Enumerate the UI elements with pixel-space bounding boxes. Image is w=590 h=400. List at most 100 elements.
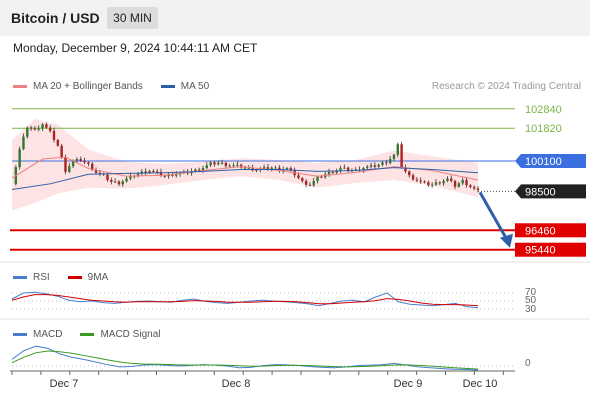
candle-body: [453, 180, 457, 187]
candle-body: [159, 171, 163, 176]
legend-bollinger-label: MA 20 + Bollinger Bands: [33, 81, 143, 92]
candle-body: [75, 159, 79, 161]
candle-body: [434, 182, 438, 185]
page-title: Bitcoin / USD: [11, 10, 100, 26]
x-tick-label: Dec 7: [50, 378, 79, 390]
candle-body: [129, 175, 132, 179]
level-96460-label: 96460: [525, 225, 556, 237]
copyright-notice: Research © 2024 Trading Central: [431, 81, 581, 92]
candle-body: [60, 145, 63, 158]
candle-body: [289, 168, 293, 170]
candle-body: [117, 181, 121, 185]
rsi-level-label: 30: [525, 304, 537, 315]
macd-zero-label: 0: [525, 358, 531, 369]
candle-body: [331, 171, 335, 173]
candle-body: [446, 178, 449, 181]
legend-macd-signal-label: MACD Signal: [100, 329, 161, 340]
candle-body: [316, 176, 319, 181]
candle-body: [22, 136, 25, 150]
candle-body: [304, 180, 308, 185]
candle-body: [136, 173, 140, 177]
level-badges: 102840 101820 100100 98500 96460 95440: [515, 104, 586, 257]
candle-body: [232, 165, 235, 167]
candle-body: [52, 130, 56, 140]
candle-body: [255, 170, 258, 171]
projection-arrow-shaft: [478, 191, 509, 241]
candle-body: [457, 183, 461, 187]
candle-body: [64, 157, 67, 172]
candle-body: [369, 165, 373, 167]
candle-body: [113, 181, 117, 183]
rsi-swatch: [13, 276, 27, 279]
candle-body: [346, 167, 350, 171]
level-100100-label: 100100: [525, 156, 562, 168]
level-95440-label: 95440: [525, 245, 556, 257]
candle-body: [56, 140, 60, 146]
candle-body: [194, 169, 197, 172]
level-98500-label: 98500: [525, 186, 556, 198]
candle-body: [423, 181, 426, 183]
candle-body: [396, 144, 399, 155]
header-bar: Bitcoin / USD 30 MIN: [0, 0, 590, 36]
candles: [14, 122, 480, 193]
candle-body: [408, 171, 411, 176]
interval-badge[interactable]: 30 MIN: [107, 7, 158, 29]
candle-body: [312, 180, 315, 186]
candle-body: [98, 172, 102, 174]
candle-body: [472, 187, 476, 189]
level-96460-badge: [515, 223, 586, 238]
candle-body: [228, 165, 231, 167]
rsi-level-label: 50: [525, 295, 537, 306]
level-98500-badge: [515, 184, 586, 199]
candle-body: [217, 162, 220, 165]
candle-body: [381, 162, 384, 165]
candle-body: [266, 167, 270, 170]
bollinger-swatch: [13, 85, 27, 88]
candle-body: [427, 182, 430, 186]
candle-body: [385, 162, 388, 164]
timestamp: Monday, December 9, 2024 10:44:11 AM CET: [13, 41, 258, 55]
level-102840-label: 102840: [525, 104, 562, 116]
candle-body: [125, 178, 128, 182]
candle-body: [41, 124, 44, 129]
candle-body: [366, 166, 369, 169]
candle-body: [281, 169, 285, 171]
candle-body: [247, 167, 251, 169]
candle-body: [392, 154, 396, 160]
legend-ma50-label: MA 50: [180, 81, 210, 92]
candle-body: [308, 184, 312, 186]
ma50-line: [11, 167, 479, 191]
candle-body: [442, 180, 445, 184]
candle-body: [79, 159, 82, 161]
candle-body: [48, 127, 52, 131]
main-legend: MA 20 + Bollinger Bands MA 50: [13, 81, 227, 92]
candle-body: [152, 170, 155, 172]
macd-panel: 0: [11, 345, 531, 371]
candle-body: [175, 174, 178, 176]
candle-body: [205, 165, 209, 169]
candle-body: [450, 178, 453, 181]
candle-body: [270, 167, 273, 170]
candle-body: [415, 179, 419, 181]
projection-arrow-head: [500, 233, 513, 248]
candle-body: [327, 171, 331, 175]
candle-body: [26, 127, 29, 137]
candle-body: [419, 180, 422, 182]
candle-body: [71, 160, 75, 167]
candle-body: [404, 167, 407, 172]
level-100100-badge: [515, 153, 586, 168]
candle-body: [400, 144, 403, 168]
candle-body: [68, 166, 71, 172]
candle-body: [411, 175, 415, 180]
candle-body: [262, 167, 266, 169]
candle-body: [106, 174, 109, 180]
candle-body: [465, 180, 468, 186]
candle-body: [121, 181, 124, 185]
candle-body: [301, 178, 304, 181]
candle-body: [297, 175, 300, 179]
legend-macd-label: MACD: [33, 329, 63, 340]
candle-body: [197, 169, 201, 171]
candle-body: [243, 167, 247, 169]
